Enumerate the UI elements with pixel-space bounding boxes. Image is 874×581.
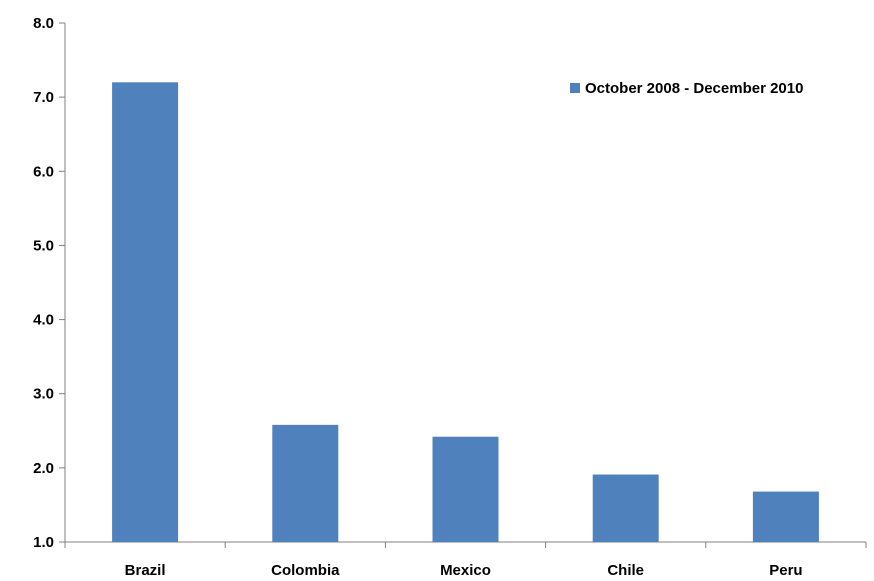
x-category-label: Chile bbox=[607, 562, 644, 579]
x-axis: Brazil Colombia Mexico Chile Peru bbox=[64, 541, 867, 579]
y-tick-label: 2.0 bbox=[33, 460, 54, 477]
y-tick-label: 3.0 bbox=[33, 386, 54, 403]
y-tick-label: 5.0 bbox=[33, 237, 54, 254]
bar-colombia bbox=[272, 424, 339, 542]
y-tick-label: 6.0 bbox=[33, 163, 54, 180]
y-tick-label: 4.0 bbox=[33, 312, 54, 329]
y-tick-label: 7.0 bbox=[33, 89, 54, 106]
y-tick-label: 1.0 bbox=[33, 534, 54, 551]
bar-series bbox=[112, 82, 819, 543]
y-axis: 1.0 2.0 3.0 4.0 5.0 6.0 7.0 8.0 bbox=[33, 15, 66, 551]
legend-label: October 2008 - December 2010 bbox=[585, 80, 803, 97]
x-category-label: Peru bbox=[769, 562, 802, 579]
bar-chile bbox=[592, 474, 659, 542]
y-tick-label: 8.0 bbox=[33, 15, 54, 32]
bar-peru bbox=[752, 491, 819, 542]
legend-swatch bbox=[570, 83, 580, 93]
bar-mexico bbox=[432, 436, 499, 542]
x-category-label: Brazil bbox=[125, 562, 166, 579]
legend: October 2008 - December 2010 bbox=[570, 80, 803, 97]
x-category-label: Colombia bbox=[271, 562, 340, 579]
bar-brazil bbox=[112, 82, 179, 543]
x-category-label: Mexico bbox=[440, 562, 491, 579]
